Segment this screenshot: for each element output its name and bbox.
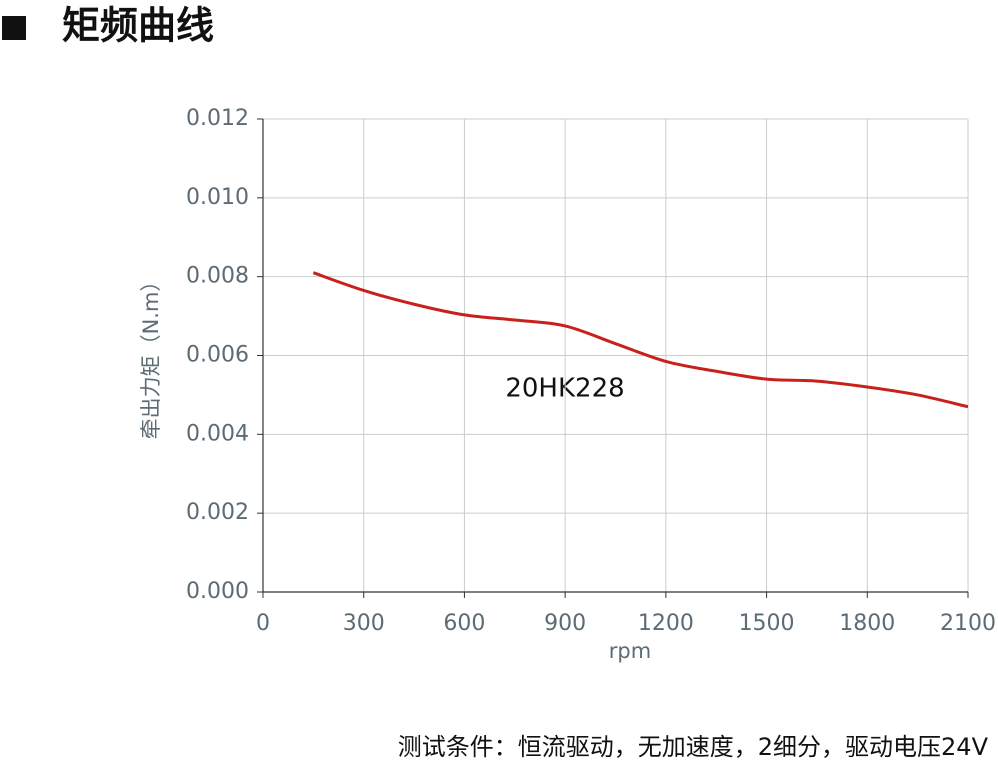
x-tick-label: 1800 bbox=[839, 611, 895, 636]
footnote: 测试条件：恒流驱动，无加速度，2细分，驱动电压24V bbox=[398, 733, 989, 761]
x-tick-label: 600 bbox=[443, 611, 485, 636]
x-tick-label: 0 bbox=[256, 611, 270, 636]
y-tick-label: 0.012 bbox=[186, 106, 249, 131]
y-tick-label: 0.002 bbox=[186, 500, 249, 525]
y-tick-label: 0.010 bbox=[186, 185, 249, 210]
line-series bbox=[312, 271, 969, 409]
y-tick-label: 0.000 bbox=[186, 579, 249, 604]
y-axis-label: 牵出力矩（N.m） bbox=[139, 271, 163, 440]
title-bullet bbox=[2, 16, 26, 40]
x-tick-label: 1200 bbox=[638, 611, 694, 636]
x-tick-label: 1500 bbox=[739, 611, 795, 636]
x-tick-label: 900 bbox=[544, 611, 586, 636]
x-tick-label: 300 bbox=[343, 611, 385, 636]
y-tick-label: 0.006 bbox=[186, 343, 249, 368]
chart-title: 矩频曲线 bbox=[62, 4, 214, 48]
y-tick-label: 0.008 bbox=[186, 264, 249, 289]
x-tick-label: 2100 bbox=[940, 611, 996, 636]
x-axis-label: rpm bbox=[609, 639, 651, 663]
y-tick-label: 0.004 bbox=[186, 421, 249, 446]
